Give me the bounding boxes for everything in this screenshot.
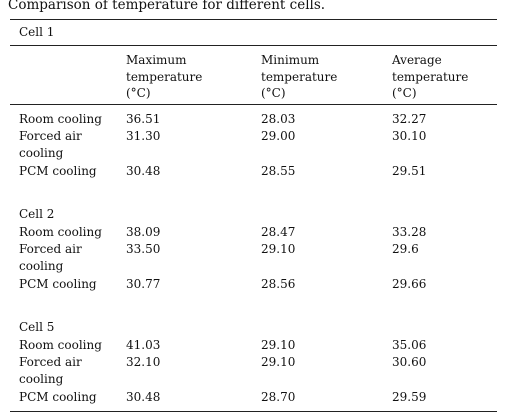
cell-avg: 29.59 bbox=[392, 390, 427, 404]
table-header-rule bbox=[10, 45, 497, 46]
column-header-max: Maximum temperature (°C) bbox=[126, 52, 202, 102]
column-header-avg-line-1: Average bbox=[392, 53, 442, 67]
table-row: PCM cooling 30.77 28.56 29.66 bbox=[0, 276, 516, 293]
cell-min: 28.70 bbox=[261, 390, 296, 404]
table-row: Forced air cooling 33.50 29.10 29.6 bbox=[0, 241, 516, 273]
cell-min: 29.00 bbox=[261, 129, 296, 143]
cell-avg: 29.6 bbox=[392, 242, 419, 256]
cell-min: 28.47 bbox=[261, 225, 296, 239]
table-row: Room cooling 41.03 29.10 35.06 bbox=[0, 337, 516, 354]
cell-max: 38.09 bbox=[126, 225, 161, 239]
row-label: Forced air cooling bbox=[19, 355, 82, 386]
table-body-rule bbox=[10, 104, 497, 105]
row-label: PCM cooling bbox=[19, 164, 97, 178]
column-header-max-line-3: (°C) bbox=[126, 86, 151, 100]
table-row: Forced air cooling 31.30 29.00 30.10 bbox=[0, 128, 516, 160]
column-header-avg: Average temperature (°C) bbox=[392, 52, 468, 102]
cell-avg: 32.27 bbox=[392, 112, 427, 126]
cell-avg: 35.06 bbox=[392, 338, 427, 352]
cell-max: 36.51 bbox=[126, 112, 161, 126]
column-header-avg-line-2: temperature bbox=[392, 69, 469, 84]
table-caption: Comparison of temperature for different … bbox=[8, 0, 326, 13]
column-header-min-line-2: temperature bbox=[261, 69, 338, 84]
table-row: Forced air cooling 32.10 29.10 30.60 bbox=[0, 354, 516, 386]
cell-avg: 29.51 bbox=[392, 164, 427, 178]
table-row: Room cooling 36.51 28.03 32.27 bbox=[0, 111, 516, 128]
cell-avg: 30.10 bbox=[392, 129, 427, 143]
cell-min: 28.56 bbox=[261, 277, 296, 291]
column-header-avg-line-3: (°C) bbox=[392, 86, 417, 100]
cell-min: 29.10 bbox=[261, 338, 296, 352]
row-label: PCM cooling bbox=[19, 277, 97, 291]
cell-min: 28.55 bbox=[261, 164, 296, 178]
cell-max: 32.10 bbox=[126, 355, 161, 369]
cell-max: 30.77 bbox=[126, 277, 161, 291]
row-label: Room cooling bbox=[19, 112, 102, 126]
table-row: PCM cooling 30.48 28.70 29.59 bbox=[0, 389, 516, 406]
cell-avg: 30.60 bbox=[392, 355, 427, 369]
cell-max: 30.48 bbox=[126, 390, 161, 404]
column-header-min-line-3: (°C) bbox=[261, 86, 286, 100]
cell-max: 31.30 bbox=[126, 129, 161, 143]
table-row: Room cooling 38.09 28.47 33.28 bbox=[0, 224, 516, 241]
row-label: Room cooling bbox=[19, 338, 102, 352]
group-label-cell-1: Cell 1 bbox=[19, 25, 55, 39]
table-row: PCM cooling 30.48 28.55 29.51 bbox=[0, 163, 516, 180]
group-label-cell-2: Cell 2 bbox=[19, 207, 55, 221]
group-label-cell-5: Cell 5 bbox=[19, 320, 55, 334]
cell-min: 29.10 bbox=[261, 355, 296, 369]
row-label: Forced air cooling bbox=[19, 129, 82, 160]
cell-max: 41.03 bbox=[126, 338, 161, 352]
cell-avg: 33.28 bbox=[392, 225, 427, 239]
cell-min: 28.03 bbox=[261, 112, 296, 126]
column-header-min-line-1: Minimum bbox=[261, 53, 320, 67]
cell-max: 30.48 bbox=[126, 164, 161, 178]
column-header-min: Minimum temperature (°C) bbox=[261, 52, 337, 102]
row-label: Room cooling bbox=[19, 225, 102, 239]
cell-min: 29.10 bbox=[261, 242, 296, 256]
column-header-max-line-2: temperature bbox=[126, 69, 203, 84]
row-label: PCM cooling bbox=[19, 390, 97, 404]
cell-avg: 29.66 bbox=[392, 277, 427, 291]
table-top-rule bbox=[10, 19, 497, 20]
column-header-max-line-1: Maximum bbox=[126, 53, 187, 67]
row-label: Forced air cooling bbox=[19, 242, 82, 273]
table-bottom-rule bbox=[10, 411, 497, 412]
cell-max: 33.50 bbox=[126, 242, 161, 256]
